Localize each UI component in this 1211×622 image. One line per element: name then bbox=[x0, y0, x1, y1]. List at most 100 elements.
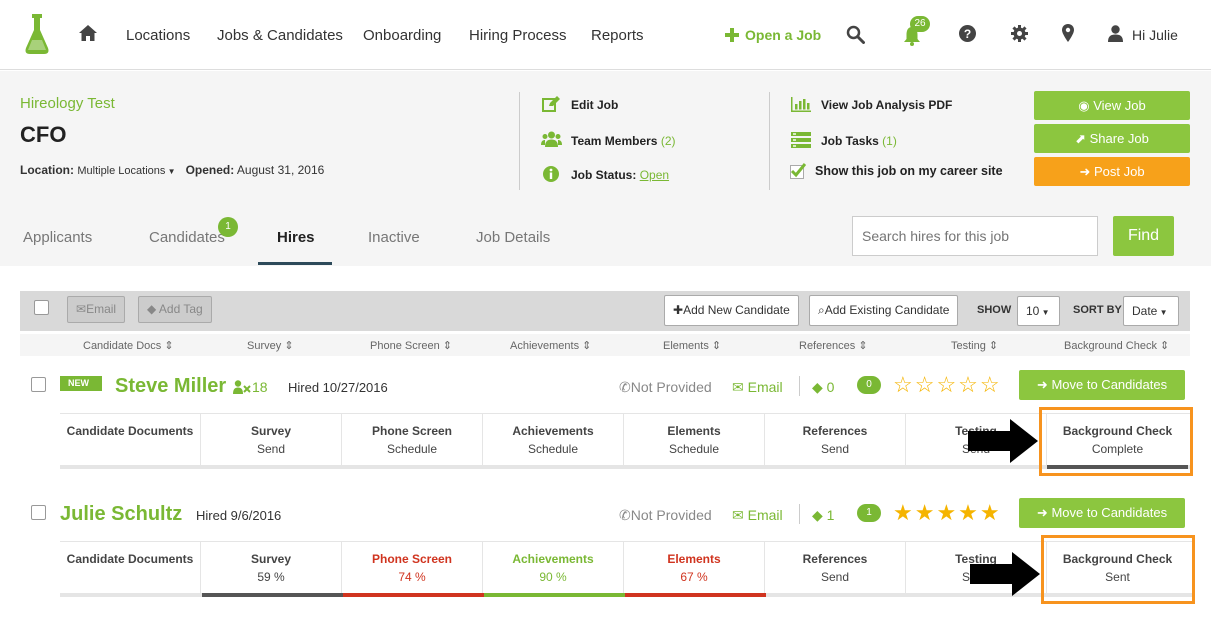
add-existing-candidate-button[interactable]: ⌕Add Existing Candidate bbox=[809, 295, 959, 326]
nav-hiring-process[interactable]: Hiring Process bbox=[469, 27, 567, 44]
sort-icon: ⇕ bbox=[711, 340, 722, 352]
view-job-button[interactable]: ◉ View Job bbox=[1034, 91, 1190, 120]
progress-bar-elements bbox=[625, 593, 766, 597]
highlight-box bbox=[1039, 407, 1193, 476]
column-phone-screen[interactable]: Phone Screen ⇕ bbox=[370, 339, 452, 352]
sort-by-select[interactable]: Date ▼ bbox=[1123, 296, 1179, 326]
move-to-candidates-button[interactable]: ➜ Move to Candidates bbox=[1019, 498, 1185, 528]
candidate-name-link[interactable]: Steve Miller bbox=[115, 375, 227, 397]
nav-locations[interactable]: Locations bbox=[126, 27, 191, 44]
help-icon[interactable]: ? bbox=[959, 25, 976, 42]
column-achievements[interactable]: Achievements ⇕ bbox=[510, 339, 591, 352]
nav-jobs-candidates[interactable]: Jobs & Candidates bbox=[217, 27, 343, 44]
stage-candidate-documents[interactable]: Candidate Documents bbox=[60, 414, 201, 468]
email-link[interactable]: ✉ Email bbox=[732, 507, 783, 524]
company-name[interactable]: Hireology Test bbox=[20, 95, 115, 112]
stage-phone-screen[interactable]: Phone Screen 74 % bbox=[342, 542, 483, 596]
candidates-count-badge: 1 bbox=[218, 217, 238, 237]
stage-references[interactable]: References Send bbox=[765, 542, 906, 596]
post-job-label: Post Job bbox=[1093, 164, 1145, 179]
stage-candidate-documents[interactable]: Candidate Documents bbox=[60, 542, 201, 596]
gear-icon[interactable] bbox=[1011, 25, 1028, 42]
find-button[interactable]: Find bbox=[1113, 216, 1174, 256]
nav-reports[interactable]: Reports bbox=[591, 27, 644, 44]
home-icon[interactable] bbox=[78, 24, 98, 42]
add-tag-button[interactable]: ◆ Add Tag bbox=[138, 296, 212, 323]
hireology-logo-icon[interactable] bbox=[24, 14, 50, 54]
stage-status: Schedule bbox=[668, 442, 720, 456]
phone-value: Not Provided bbox=[630, 507, 712, 523]
column-background-check[interactable]: Background Check ⇕ bbox=[1064, 339, 1169, 352]
search-icon: ⌕ bbox=[818, 303, 825, 317]
tags-count[interactable]: ◆ 0 bbox=[812, 379, 834, 396]
stage-status: Schedule bbox=[527, 442, 579, 456]
share-job-button[interactable]: ⬈ Share Job bbox=[1034, 124, 1190, 153]
stage-achievements[interactable]: Achievements 90 % bbox=[483, 542, 624, 596]
rating-stars[interactable]: ☆☆☆☆☆ bbox=[893, 372, 1002, 397]
rating-stars[interactable]: ★★★★★ bbox=[893, 500, 1002, 525]
opened-date: August 31, 2016 bbox=[236, 163, 325, 177]
search-hires-input[interactable] bbox=[852, 216, 1098, 256]
stage-status: Send bbox=[820, 570, 850, 584]
hired-date: Hired 9/6/2016 bbox=[196, 508, 282, 523]
view-job-analysis-link[interactable]: View Job Analysis PDF bbox=[821, 98, 953, 112]
stage-survey[interactable]: Survey Send bbox=[201, 414, 342, 468]
globe-icon: ◉ bbox=[1078, 98, 1090, 113]
career-site-checkbox[interactable] bbox=[790, 163, 806, 179]
tags-count[interactable]: ◆ 1 bbox=[812, 507, 834, 524]
tab-inactive[interactable]: Inactive bbox=[368, 229, 420, 246]
edit-job-link[interactable]: Edit Job bbox=[571, 98, 619, 112]
highlight-box bbox=[1041, 535, 1195, 604]
active-tab-indicator bbox=[258, 262, 332, 265]
tab-candidates[interactable]: Candidates bbox=[149, 229, 225, 246]
select-all-checkbox[interactable] bbox=[34, 300, 49, 315]
row-checkbox[interactable] bbox=[31, 377, 46, 392]
progress-bar-phone-screen bbox=[343, 593, 484, 597]
tags-value: 1 bbox=[826, 507, 835, 523]
envelope-icon: ✉ bbox=[732, 507, 744, 523]
row-checkbox[interactable] bbox=[31, 505, 46, 520]
location-pin-icon[interactable] bbox=[1062, 24, 1074, 42]
show-count-select[interactable]: 10 ▼ bbox=[1017, 296, 1060, 326]
nav-onboarding[interactable]: Onboarding bbox=[363, 27, 442, 44]
job-tasks-link[interactable]: Job Tasks (1) bbox=[821, 134, 897, 148]
column-label: Testing bbox=[951, 340, 986, 352]
column-label: Phone Screen bbox=[370, 340, 440, 352]
stage-background-check[interactable]: Background Check Sent bbox=[1047, 542, 1188, 596]
comments-bubble[interactable]: 0 bbox=[857, 376, 881, 394]
stage-elements[interactable]: Elements 67 % bbox=[624, 542, 765, 596]
post-job-button[interactable]: ➜ Post Job bbox=[1034, 157, 1190, 186]
stage-achievements[interactable]: Achievements Schedule bbox=[483, 414, 624, 468]
tab-applicants[interactable]: Applicants bbox=[23, 229, 93, 246]
candidate-name-link[interactable]: Julie Schultz bbox=[60, 503, 183, 525]
tags-value: 0 bbox=[826, 379, 835, 395]
stage-references[interactable]: References Send bbox=[765, 414, 906, 468]
stage-title: References bbox=[802, 424, 868, 438]
candidate-score: 18 bbox=[252, 379, 268, 395]
team-members-link[interactable]: Team Members (2) bbox=[571, 134, 676, 148]
stage-background-check[interactable]: Background Check Complete bbox=[1047, 414, 1188, 468]
tab-job-details[interactable]: Job Details bbox=[476, 229, 551, 246]
location-dropdown[interactable]: Multiple Locations bbox=[77, 165, 166, 177]
stage-phone-screen[interactable]: Phone Screen Schedule bbox=[342, 414, 483, 468]
stage-survey[interactable]: Survey 59 % bbox=[201, 542, 342, 596]
show-label: SHOW bbox=[977, 304, 1012, 316]
search-icon[interactable] bbox=[846, 25, 865, 44]
stage-elements[interactable]: Elements Schedule bbox=[624, 414, 765, 468]
stage-status: 67 % bbox=[680, 570, 708, 584]
comments-bubble[interactable]: 1 bbox=[857, 504, 881, 522]
tab-hires[interactable]: Hires bbox=[277, 229, 315, 246]
add-new-candidate-button[interactable]: ✚Add New Candidate bbox=[664, 295, 799, 326]
column-references[interactable]: References ⇕ bbox=[799, 339, 868, 352]
email-link[interactable]: ✉ Email bbox=[732, 379, 783, 396]
team-icon bbox=[541, 131, 562, 147]
stage-status: Send bbox=[820, 442, 850, 456]
move-to-candidates-button[interactable]: ➜ Move to Candidates bbox=[1019, 370, 1185, 400]
caret-down-icon[interactable]: ▼ bbox=[165, 167, 176, 176]
column-survey[interactable]: Survey ⇕ bbox=[247, 339, 294, 352]
column-elements[interactable]: Elements ⇕ bbox=[663, 339, 721, 352]
column-testing[interactable]: Testing ⇕ bbox=[951, 339, 998, 352]
column-candidate-docs[interactable]: Candidate Docs ⇕ bbox=[83, 339, 174, 352]
job-status-value-link[interactable]: Open bbox=[639, 168, 670, 182]
email-button[interactable]: ✉Email bbox=[67, 296, 126, 323]
